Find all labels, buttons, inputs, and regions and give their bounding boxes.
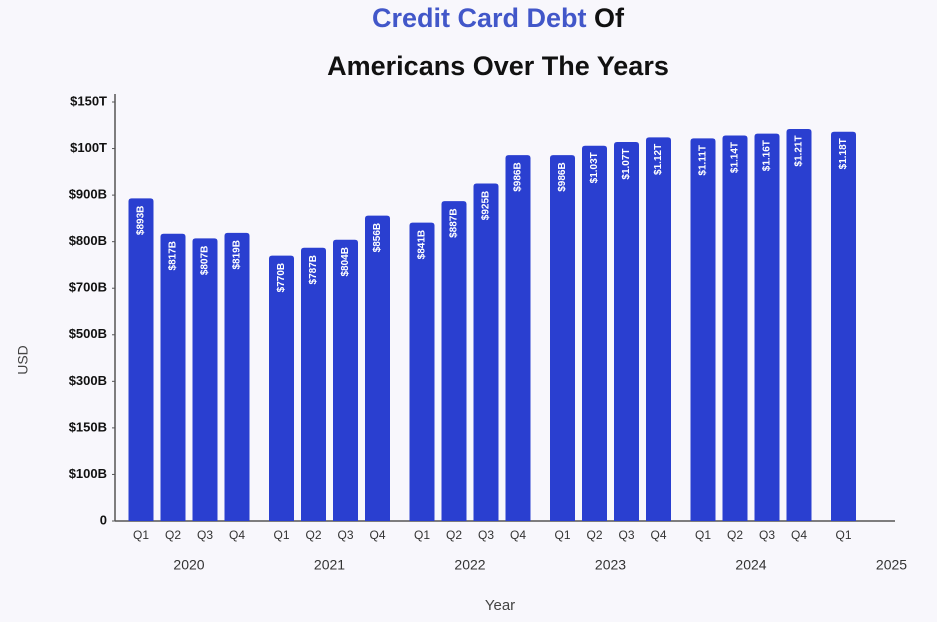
bar xyxy=(505,155,531,521)
bar xyxy=(722,135,748,521)
y-tick-label: $150B xyxy=(69,419,107,434)
bar xyxy=(473,183,499,521)
value-label: $925B xyxy=(481,191,492,220)
year-label: 2024 xyxy=(735,557,766,573)
y-tick-label: $300B xyxy=(69,373,107,388)
bar xyxy=(365,215,390,521)
year-label: 2021 xyxy=(314,557,345,573)
x-tick-label: Q4 xyxy=(369,528,385,542)
x-tick-label: Q2 xyxy=(305,528,321,542)
title-rest: Of xyxy=(594,3,625,33)
value-label: $893B xyxy=(136,206,147,235)
x-tick-label: Q1 xyxy=(835,528,851,542)
value-label: $986B xyxy=(513,162,524,191)
bar xyxy=(754,133,780,521)
year-label: 2025 xyxy=(876,557,907,573)
value-label: $1.11T xyxy=(698,145,709,176)
value-label: $841B xyxy=(417,230,428,259)
bar xyxy=(224,232,250,521)
value-label: $1.14T xyxy=(730,142,741,173)
y-tick-label: $100B xyxy=(69,466,107,481)
value-label: $986B xyxy=(557,162,568,191)
y-tick-label: $150T xyxy=(70,93,107,108)
bar xyxy=(614,142,639,521)
value-label: $1.07T xyxy=(621,148,632,179)
x-tick-label: Q3 xyxy=(759,528,775,542)
bar xyxy=(128,198,154,521)
value-label: $804B xyxy=(340,247,351,276)
x-tick-label: Q1 xyxy=(273,528,289,542)
bar xyxy=(160,233,186,521)
x-axis-label: Year xyxy=(485,597,515,614)
chart-title-line2: Americans Over The Years xyxy=(327,51,669,81)
year-label: 2023 xyxy=(595,557,626,573)
bar xyxy=(786,129,812,521)
y-tick-label: 0 xyxy=(100,512,107,527)
value-label: $819B xyxy=(232,240,243,269)
bar xyxy=(301,247,326,522)
x-tick-label: Q1 xyxy=(554,528,570,542)
x-tick-label: Q2 xyxy=(727,528,743,542)
year-label: 2022 xyxy=(454,557,485,573)
value-label: $1.12T xyxy=(653,144,664,175)
value-label: $1.16T xyxy=(762,140,773,171)
y-tick-label: $700B xyxy=(69,280,107,295)
y-tick-label: $800B xyxy=(69,233,107,248)
chart-title: Credit Card Debt Of xyxy=(372,3,625,33)
x-tick-label: Q1 xyxy=(414,528,430,542)
value-label: $1.21T xyxy=(794,135,805,166)
y-tick-label: $900B xyxy=(69,187,107,202)
x-tick-label: Q4 xyxy=(229,528,245,542)
bar xyxy=(409,222,435,521)
value-label: $817B xyxy=(168,241,179,270)
bar xyxy=(333,239,358,521)
x-tick-label: Q3 xyxy=(618,528,634,542)
value-label: $1.03T xyxy=(589,152,600,183)
year-label: 2020 xyxy=(173,557,204,573)
bar xyxy=(646,137,671,522)
x-tick-label: Q3 xyxy=(197,528,213,542)
value-label: $887B xyxy=(449,208,460,237)
y-tick-label: $500B xyxy=(69,326,107,341)
x-tick-label: Q1 xyxy=(695,528,711,542)
x-tick-label: Q2 xyxy=(165,528,181,542)
x-tick-label: Q3 xyxy=(478,528,494,542)
x-tick-label: Q4 xyxy=(791,528,807,542)
x-tick-label: Q3 xyxy=(337,528,353,542)
title-highlight: Credit Card Debt xyxy=(372,3,587,33)
x-tick-label: Q2 xyxy=(586,528,602,542)
x-tick-label: Q2 xyxy=(446,528,462,542)
bar xyxy=(550,155,575,521)
value-label: $856B xyxy=(372,223,383,252)
value-label: $807B xyxy=(200,246,211,275)
bar xyxy=(582,145,607,522)
bar xyxy=(192,238,218,521)
bar xyxy=(831,131,856,521)
bar xyxy=(269,255,294,521)
value-label: $787B xyxy=(308,255,319,284)
value-label: $770B xyxy=(276,263,287,292)
bar xyxy=(441,201,467,521)
y-tick-label: $100T xyxy=(70,140,107,155)
x-tick-label: Q4 xyxy=(510,528,526,542)
value-label: $1.18T xyxy=(838,138,849,169)
x-tick-label: Q1 xyxy=(133,528,149,542)
bar xyxy=(690,138,716,521)
x-tick-label: Q4 xyxy=(650,528,666,542)
y-axis-label: USD xyxy=(15,345,31,375)
